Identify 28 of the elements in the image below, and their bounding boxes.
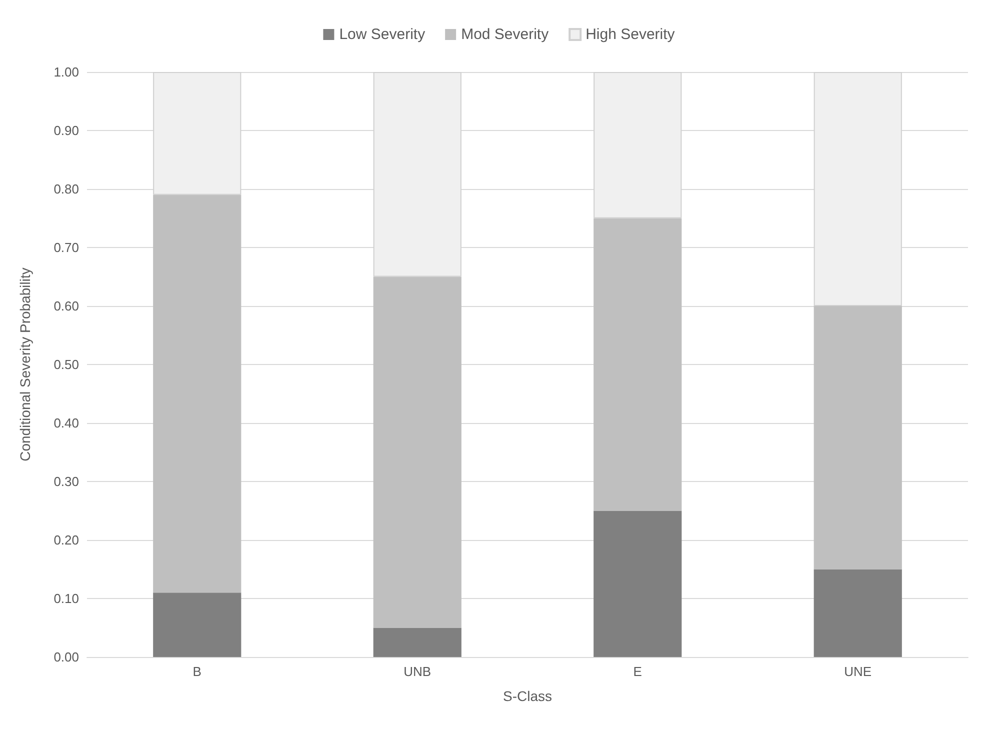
- y-tick-label: 0.50: [54, 357, 79, 372]
- x-tick-label: E: [633, 664, 642, 679]
- x-tick-label: B: [192, 664, 202, 679]
- legend-label: Mod Severity: [461, 26, 550, 43]
- y-tick-label: 0.40: [54, 416, 79, 430]
- y-tick-label: 0.10: [54, 591, 79, 606]
- bar: [373, 628, 462, 657]
- y-tick-label: 0.60: [54, 298, 79, 314]
- y-tick-label: 0.80: [54, 182, 79, 196]
- x-axis-title: S-Class: [502, 688, 552, 704]
- bar: [153, 592, 242, 657]
- y-axis-title: Conditional Severity Probability: [17, 268, 33, 462]
- y-tick-label: 0.90: [54, 123, 79, 138]
- y-tick-label: 0.70: [54, 240, 79, 255]
- bar: [814, 306, 902, 570]
- y-tick-label: 0.30: [54, 474, 79, 489]
- bar: [814, 569, 902, 657]
- legend-label: High Severity: [586, 26, 676, 43]
- y-tick-label: 0.20: [54, 532, 79, 548]
- y-tick-label: 1.00: [54, 64, 79, 80]
- y-tick-label: 0.00: [54, 650, 79, 664]
- legend-label: Low Severity: [339, 26, 426, 43]
- x-tick-label: UNE: [844, 664, 872, 679]
- bar: [153, 194, 242, 593]
- bar: [594, 510, 682, 657]
- x-tick-label: UNB: [404, 664, 432, 679]
- bar: [594, 218, 682, 511]
- bar: [373, 276, 462, 628]
